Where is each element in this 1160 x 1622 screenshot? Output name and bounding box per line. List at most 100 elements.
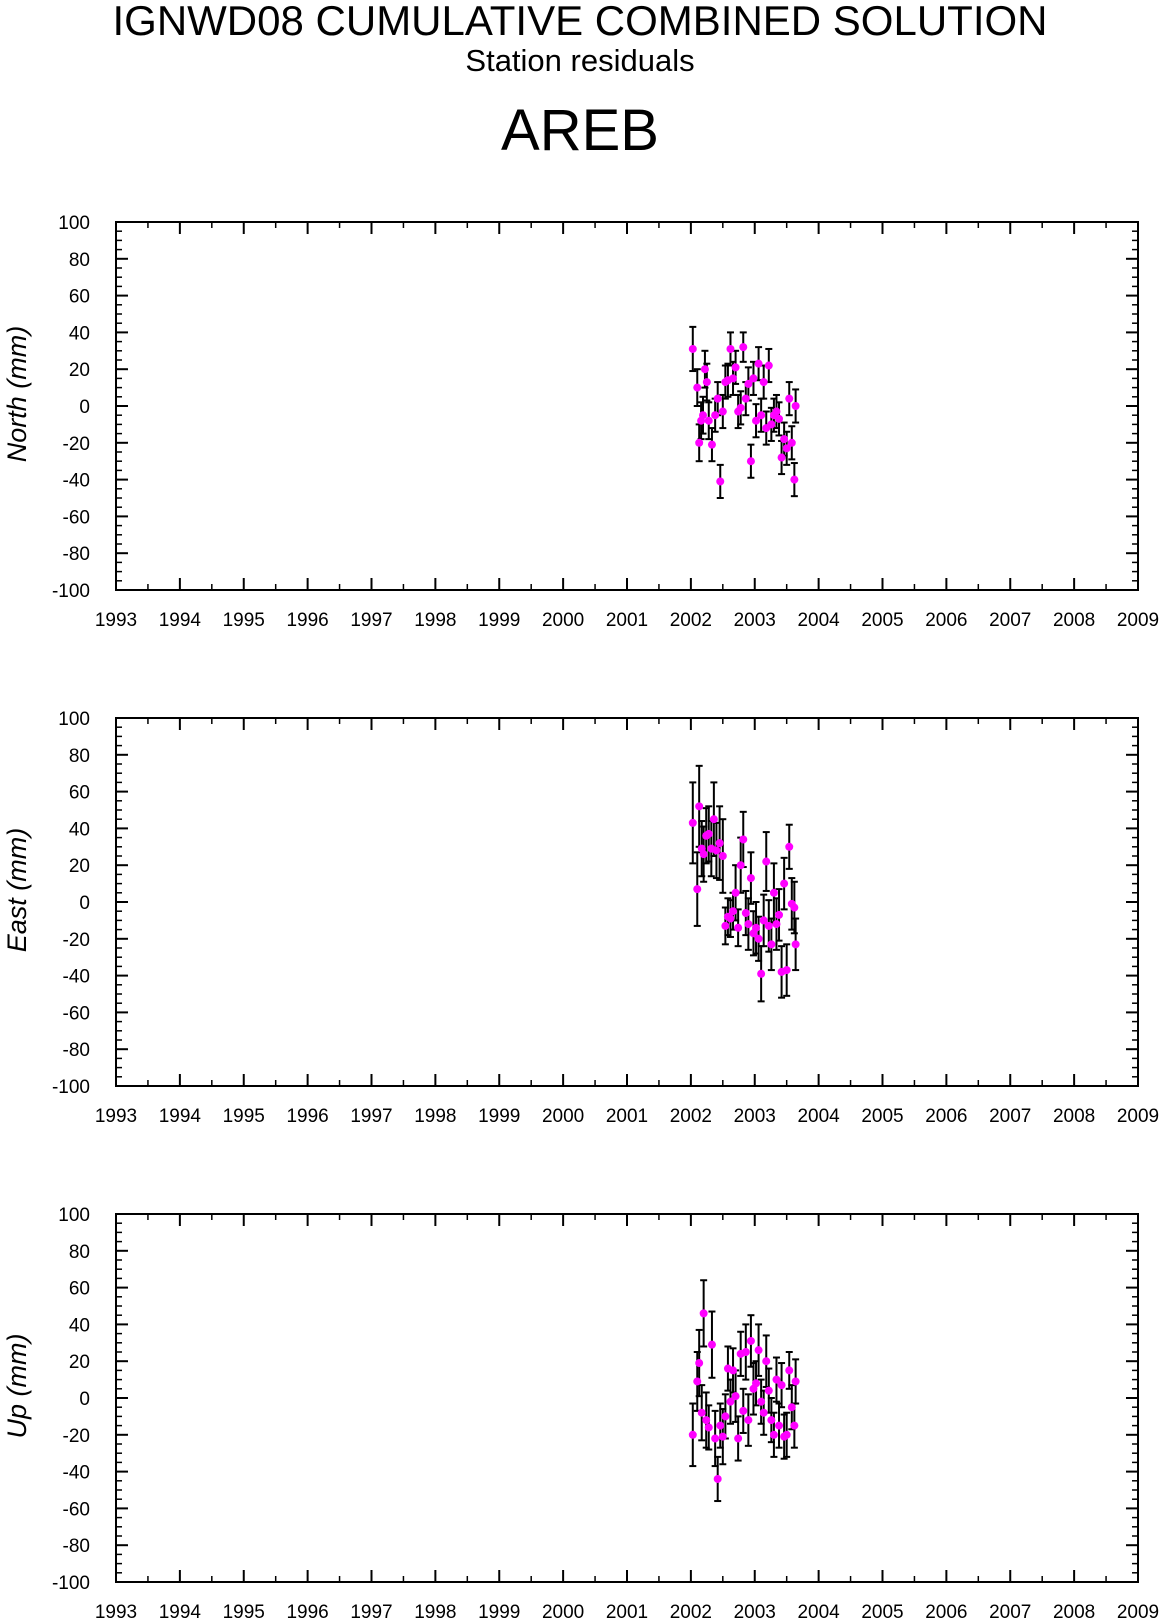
north-data-point [791,402,800,410]
east-y-tick-label: 40 [69,819,90,840]
up-data-point [791,1377,800,1386]
north-data-point [726,344,735,353]
north-x-tick-label: 1998 [414,610,456,631]
east-data-point [754,934,763,943]
north-x-tick-label: 2000 [542,610,584,631]
north-data-point [744,379,753,388]
east-x-tick-label: 2002 [670,1106,712,1127]
east-x-tick-label: 2001 [606,1106,648,1127]
up-panel: Up (mm) 1993 1994 1995 1996 1997 1998 1999 2000… [2,1205,1159,1622]
north-data-point [688,344,697,353]
up-data-point [754,1346,763,1355]
up-x-tick-label: 2003 [734,1602,776,1622]
east-data-point [791,940,800,949]
up-data-point [688,1430,697,1439]
east-ylabel: East (mm) [2,828,32,953]
east-y-tick-label: 80 [69,746,90,767]
east-data-point [695,802,704,811]
east-y-tick-label: -60 [63,1003,90,1024]
east-y-tick-label: 100 [58,709,90,730]
east-y-tick-label: -80 [63,1040,90,1061]
up-data-point [785,1366,794,1375]
up-x-tick-label: 2008 [1053,1602,1095,1622]
up-data-point [777,1381,786,1390]
north-x-tick-label: 2004 [797,610,840,631]
up-data-point [729,1366,738,1375]
north-data-point [716,477,725,486]
north-data-point [741,394,750,403]
up-y-tick-label: -20 [63,1426,90,1447]
east-data-point [704,829,713,838]
up-data-point [711,1434,720,1443]
north-y-tick-label: -20 [63,434,90,455]
east-y-tick-label: -20 [63,930,90,951]
up-data-point [707,1340,716,1349]
up-x-tick-label: 1999 [478,1602,520,1622]
east-x-tick-label: 1994 [159,1106,202,1127]
north-data-point [693,383,702,392]
up-ylabel: Up (mm) [2,1334,32,1439]
up-x-tick-label: 1996 [286,1602,328,1622]
east-data-point [757,969,766,978]
north-x-tick-label: 1993 [95,610,137,631]
chart-subtitle: Station residuals [465,43,695,78]
up-data-point [699,1309,708,1318]
up-y-tick-label: 0 [79,1389,90,1410]
north-x-tick-label: 1997 [350,610,392,631]
east-data-point [746,874,755,883]
east-data-point [729,907,738,916]
north-data-point [767,420,776,429]
north-x-tick-label: 2005 [861,610,903,631]
up-x-tick-label: 1994 [159,1602,202,1622]
up-data-point [767,1416,776,1425]
north-data-point [775,414,784,423]
east-x-tick-label: 1997 [350,1106,392,1127]
east-x-tick-label: 2008 [1053,1106,1095,1127]
east-data-point [759,916,768,925]
east-x-tick-label: 2005 [861,1106,903,1127]
station-name: AREB [501,98,659,163]
north-x-tick-label: 1996 [286,610,328,631]
north-x-tick-label: 2007 [989,610,1031,631]
up-x-tick-label: 2005 [861,1602,903,1622]
north-data-point [718,407,727,416]
east-x-tick-label: 2003 [734,1106,776,1127]
up-data-point [695,1359,704,1368]
east-data-point [721,921,730,930]
east-data-point [767,940,776,949]
up-x-tick-label: 2002 [670,1602,712,1622]
north-data-point [757,411,766,420]
north-y-tick-label: -60 [63,507,90,528]
up-data-point [790,1421,799,1430]
north-data-point [752,416,761,425]
north-data-point [785,394,794,403]
east-data-point [764,921,773,930]
up-x-tick-label: 2000 [542,1602,584,1622]
up-data-point [718,1432,727,1441]
east-data-point [734,923,743,932]
east-data-point [782,966,791,975]
north-plot-frame [115,221,1139,591]
up-data-point [734,1434,743,1443]
east-data-point [744,920,753,929]
up-x-tick-label: 1997 [350,1602,392,1622]
east-data-point [712,846,721,855]
east-data-point [736,861,745,870]
east-data-point [769,888,778,897]
north-ylabel: North (mm) [2,326,32,463]
north-data-point [704,416,713,425]
up-y-tick-label: 80 [69,1242,90,1263]
east-data-point [752,923,761,932]
north-x-tick-label: 2006 [925,610,967,631]
east-data-point [780,879,789,888]
north-y-tick-label: 60 [69,287,90,308]
east-x-tick-label: 2000 [542,1106,584,1127]
east-data-point [731,888,740,897]
north-y-tick-label: 0 [79,397,90,418]
north-y-tick-label: -80 [63,544,90,565]
up-x-tick-label: 2009 [1117,1602,1159,1622]
chart-title: IGNWD08 CUMULATIVE COMBINED SOLUTION [112,0,1048,44]
north-x-tick-label: 1999 [478,610,520,631]
up-data-point [697,1408,706,1417]
east-data-point [693,885,702,894]
